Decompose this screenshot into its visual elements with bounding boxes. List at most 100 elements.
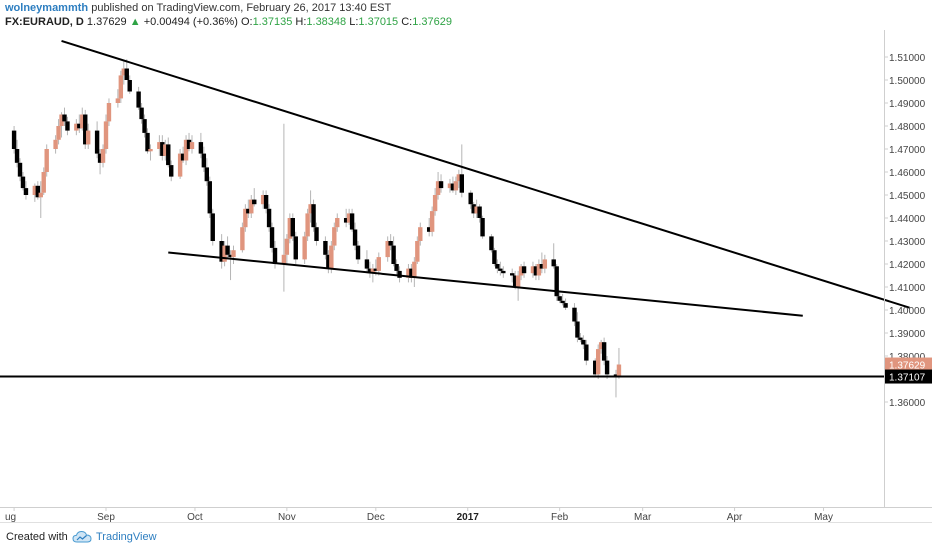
low-value: 1.37015 [358,16,399,28]
candle-down [311,204,316,228]
candle-down [426,227,432,232]
candle-up [406,268,411,278]
candle-down [391,245,396,264]
candle-up [453,181,459,191]
time-tick-label: Apr [727,512,743,522]
candle-up [530,266,536,274]
candle-down [554,266,559,297]
candle-down [204,167,210,182]
candle-down [124,68,129,80]
price-tick-label: 1.43000 [889,237,926,248]
candle-down [17,162,23,177]
candle-down [94,130,100,154]
published-text: published on TradingView.com, February 2… [91,2,392,14]
author-link[interactable]: wolneymammth [5,2,89,14]
candle-up [305,213,310,237]
price-tick-label: 1.41000 [889,283,926,294]
candle-down [186,139,192,149]
candle-down [388,241,393,246]
time-tick-label: Feb [551,512,569,522]
price-tick-label: 1.44000 [889,214,926,225]
candle-down [601,342,607,361]
candle-up [329,245,334,269]
publish-line: wolneymammth published on TradingView.co… [5,1,391,15]
candle-down [145,132,150,152]
candle-down [489,236,494,251]
candle-down [581,339,586,345]
candle-down [539,264,545,269]
candle-down [210,213,215,241]
price-axis[interactable]: 1.51000 1.50000 1.49000 1.48000 1.47000 1.460… [884,53,926,409]
candle-up [432,195,438,212]
candle-down [77,123,82,129]
candle-down [572,307,577,322]
chart-header: wolneymammth published on TradingView.co… [0,0,932,30]
price-tick-label: 1.47000 [889,145,926,156]
candle-down [290,218,295,237]
candle-down [533,266,539,276]
candle-down [142,119,147,133]
price-tick-label: 1.51000 [889,53,926,64]
candle-down [560,300,565,304]
candle-up [412,261,417,278]
candle-down [578,337,583,340]
candle-down [127,80,132,92]
close-label: C: [401,16,413,28]
level-badge [885,369,932,384]
candle-down [510,273,515,276]
candle-up [515,275,521,287]
tradingview-brand[interactable]: TradingView [96,531,157,543]
price-tick-label: 1.38000 [889,352,926,363]
candle-down [225,245,230,255]
candle-down [252,199,257,205]
candle-up [59,114,64,126]
tradingview-cloud-icon [72,530,92,543]
price-chart[interactable]: 1.51000 1.50000 1.49000 1.48000 1.47000 1.460… [0,30,932,522]
candle-up [284,238,290,255]
time-tick-label: Oct [187,512,203,522]
candle-down [246,208,251,214]
candle-up [148,149,153,152]
candle-down [180,153,186,161]
symbol-label[interactable]: FX:EURAUD, D [5,16,84,28]
candle-down [35,185,41,198]
candle-up [332,227,337,246]
candle-down [139,107,144,120]
candle-up [231,250,236,258]
candle-down [62,114,67,122]
candle-down [228,254,233,258]
candle-up [447,183,453,189]
candle-up [518,266,524,276]
candle-down [14,149,20,163]
candle-down [326,254,331,269]
candle-up [385,241,390,258]
candle-down [557,296,562,301]
candle-up [240,227,245,251]
candle-down [166,144,171,166]
candle-up [121,68,126,76]
candle-down [269,227,275,248]
candle-down [219,241,224,262]
candle-down [364,259,370,269]
candle-down [477,206,482,218]
candle-down [468,192,473,205]
candle-down [495,264,500,269]
candle-up [189,142,195,149]
candle-down [521,266,527,274]
candle-down [198,142,204,154]
candle-up [542,259,548,269]
candle-down [459,174,464,193]
price-tick-label: 1.46000 [889,168,926,179]
candle-down [373,268,379,271]
candle-down [450,183,456,191]
candle-down [498,268,503,271]
last-price: 1.37629 [86,16,127,28]
candle-up [86,130,91,145]
high-label: H: [295,16,307,28]
candle-down [604,360,610,375]
candle-up [260,195,266,205]
change-arrow: ▲ [129,16,141,28]
candle-down [438,181,444,189]
candle-down [323,241,328,255]
time-axis[interactable]: ug Sep Oct Nov Dec 2017 Feb Mar Apr May [5,507,833,522]
